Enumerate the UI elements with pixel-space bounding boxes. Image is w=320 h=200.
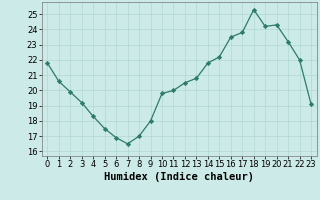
X-axis label: Humidex (Indice chaleur): Humidex (Indice chaleur) xyxy=(104,172,254,182)
